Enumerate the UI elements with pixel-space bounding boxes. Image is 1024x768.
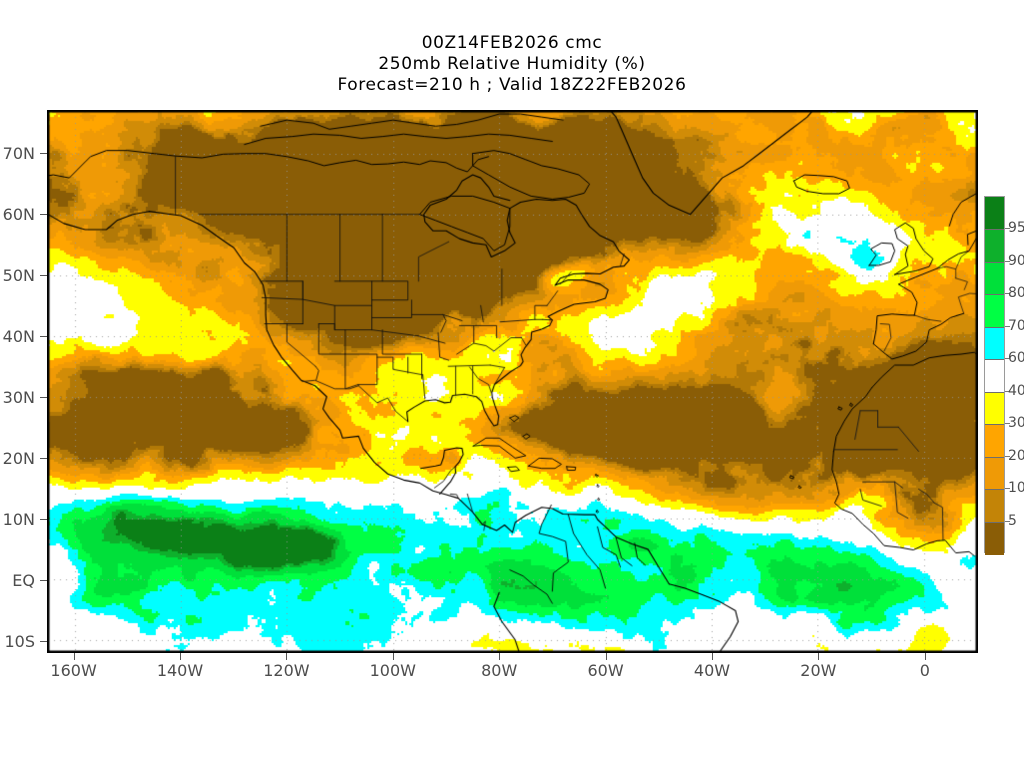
colorbar-tick-mark [1005,358,1010,360]
y-axis-tick-mark [40,457,47,459]
y-axis-tick-label: 40N [2,326,35,346]
y-axis-tick-label: 50N [2,265,35,285]
colorbar-separator [985,359,1004,361]
x-axis-tick-mark [924,653,926,660]
colorbar-band [985,489,1004,523]
colorbar-tick-label: 70 [1008,317,1024,334]
colorbar-tick-mark [1005,293,1010,295]
x-axis-tick-label: 100W [369,661,416,680]
colorbar-tick-label: 40 [1008,382,1024,399]
y-axis-tick-label: 10N [2,509,35,529]
x-axis-tick-label: 20W [800,661,837,680]
colorbar-tick-label: 20 [1008,447,1024,464]
colorbar-tick-label: 5 [1008,512,1017,529]
title-line-model: 00Z14FEB2026 cmc [421,33,603,53]
colorbar-band [985,294,1004,328]
x-axis-tick-label: 80W [481,661,518,680]
x-axis-tick-mark [286,653,288,660]
colorbar-band [985,521,1004,555]
colorbar-separator [985,424,1004,426]
y-axis-tick-mark [40,335,47,337]
y-axis-tick-label: 70N [2,143,35,163]
x-axis-tick-label: 120W [263,661,310,680]
x-axis-tick-mark [73,653,75,660]
title-line-forecast: Forecast=210 h ; Valid 18Z22FEB2026 [337,75,687,95]
colorbar-tick-mark [1005,390,1010,392]
relative-humidity-map [48,111,977,652]
colorbar-tick-label: 90 [1008,252,1024,269]
x-axis-tick-mark [605,653,607,660]
chart-title-block: 00Z14FEB2026 cmc 250mb Relative Humidity… [0,33,1024,96]
colorbar-band [985,456,1004,490]
colorbar-tick-label: 95 [1008,220,1024,237]
map-plot-area[interactable] [47,110,978,653]
colorbar-tick-label: 80 [1008,285,1024,302]
colorbar-band [985,197,1004,231]
colorbar-tick-mark [1005,520,1010,522]
colorbar-tick-mark [1005,325,1010,327]
y-axis-tick-mark [40,274,47,276]
colorbar-tick-mark [1005,228,1010,230]
colorbar-separator [985,294,1004,296]
colorbar-tick-mark [1005,260,1010,262]
y-axis-tick-label: EQ [12,570,35,590]
y-axis-tick-mark [40,152,47,154]
title-line-variable: 250mb Relative Humidity (%) [378,54,646,74]
colorbar-separator [985,229,1004,231]
y-axis-tick-mark [40,579,47,581]
colorbar-separator [985,326,1004,328]
y-axis-tick-mark [40,396,47,398]
colorbar-tick-label: 60 [1008,350,1024,367]
x-axis-tick-mark [712,653,713,660]
colorbar-band [985,326,1004,360]
colorbar-band [985,261,1004,295]
x-axis-tick-label: 140W [156,661,204,680]
y-axis-tick-label: 10S [4,631,35,651]
x-axis-tick-mark [180,653,181,660]
colorbar-separator [985,489,1004,491]
colorbar-band [985,424,1004,458]
colorbar-separator [985,391,1004,393]
colorbar-band [985,359,1004,393]
y-axis-tick-mark [40,518,47,520]
y-axis-tick-mark [40,640,47,642]
colorbar-tick-label: 10 [1008,480,1024,497]
x-axis-tick-label: 0 [919,661,930,680]
x-axis-tick-mark [499,653,501,660]
y-axis-tick-label: 60N [2,204,35,224]
y-axis-tick-mark [40,213,47,215]
colorbar-separator [985,521,1004,523]
colorbar-legend[interactable] [984,196,1005,555]
colorbar-separator [985,456,1004,458]
y-axis-tick-label: 20N [2,448,35,468]
x-axis-tick-mark [392,653,394,660]
colorbar-tick-mark [1005,488,1010,490]
colorbar-tick-label: 30 [1008,415,1024,432]
colorbar-band [985,391,1004,425]
colorbar-separator [985,261,1004,263]
x-axis-tick-label: 40W [693,661,731,680]
y-axis-tick-label: 30N [2,387,35,407]
colorbar-tick-mark [1005,455,1010,457]
x-axis-tick-label: 60W [587,661,624,680]
colorbar-tick-mark [1005,423,1010,425]
x-axis-tick-mark [818,653,820,660]
x-axis-tick-label: 160W [50,661,97,680]
colorbar-band [985,229,1004,263]
